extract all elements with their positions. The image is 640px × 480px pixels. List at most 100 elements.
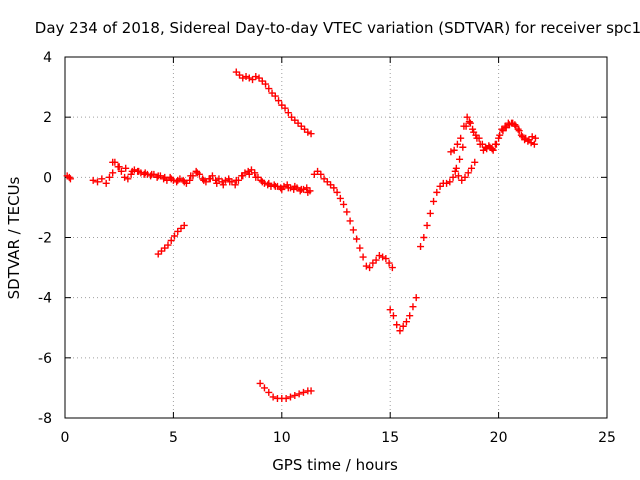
data-point: [304, 188, 312, 196]
data-point: [186, 176, 194, 184]
data-point: [256, 379, 264, 387]
data-point: [260, 384, 268, 392]
data-point: [265, 388, 273, 396]
data-point: [396, 327, 404, 335]
x-tick-label: 15: [381, 430, 399, 446]
data-point: [402, 318, 410, 326]
data-point: [180, 221, 188, 229]
data-point: [94, 178, 102, 186]
series-11: [451, 158, 479, 184]
data-point: [389, 312, 397, 320]
data-point: [359, 253, 367, 261]
data-point: [409, 303, 417, 311]
data-point: [135, 167, 143, 175]
series-5: [232, 68, 315, 138]
series-1: [63, 172, 74, 183]
data-point: [460, 122, 468, 130]
y-tick-label: -4: [38, 291, 52, 307]
data-point: [346, 217, 354, 225]
data-point: [531, 134, 539, 142]
data-point: [304, 128, 312, 136]
data-point: [382, 255, 390, 263]
data-point: [461, 173, 469, 181]
data-point: [239, 172, 247, 180]
data-point: [528, 133, 536, 141]
data-point: [459, 143, 467, 151]
data-point: [154, 172, 162, 180]
data-point: [297, 185, 305, 193]
data-point: [187, 172, 195, 180]
data-point: [492, 140, 500, 148]
data-point: [269, 393, 277, 401]
data-point: [296, 187, 304, 195]
data-point: [258, 178, 266, 186]
data-point: [446, 178, 454, 186]
data-point: [430, 197, 438, 205]
data-point: [291, 182, 299, 190]
data-point: [385, 259, 393, 267]
data-point: [291, 391, 299, 399]
data-point: [252, 73, 260, 81]
data-point: [522, 134, 530, 142]
data-point: [121, 173, 129, 181]
data-point: [515, 127, 523, 135]
data-point: [167, 175, 175, 183]
data-point: [471, 158, 479, 166]
data-point: [117, 167, 125, 175]
data-point: [252, 173, 260, 181]
data-point: [406, 312, 414, 320]
data-point: [505, 121, 513, 129]
data-point: [330, 184, 338, 192]
data-point: [464, 169, 472, 177]
y-tick-label: -8: [38, 411, 52, 427]
data-point: [128, 167, 136, 175]
data-point: [317, 170, 325, 178]
data-point: [271, 92, 279, 100]
data-point: [115, 163, 123, 171]
data-point: [362, 262, 370, 270]
data-point: [433, 188, 441, 196]
data-point: [282, 394, 290, 402]
data-point: [264, 181, 272, 189]
y-tick-labels: -8 -6 -4 -2 0 2 4: [38, 50, 52, 427]
y-tick-label: 2: [43, 110, 52, 126]
data-point: [417, 243, 425, 251]
data-point: [349, 226, 357, 234]
data-point: [473, 134, 481, 142]
data-point: [231, 181, 239, 189]
data-point: [379, 253, 387, 261]
data-point: [468, 164, 475, 172]
data-point: [270, 181, 278, 189]
data-point: [160, 175, 168, 183]
data-point: [109, 169, 117, 177]
data-point: [193, 169, 201, 177]
data-point: [232, 176, 240, 184]
data-point: [262, 80, 270, 88]
x-axis-label: GPS time / hours: [272, 456, 398, 474]
data-point: [239, 74, 247, 82]
data-point: [65, 173, 73, 181]
data-point: [356, 244, 364, 252]
data-point: [153, 173, 161, 181]
data-point: [180, 178, 188, 186]
data-point: [242, 73, 250, 81]
data-point: [245, 170, 253, 178]
data-point: [295, 390, 303, 398]
data-point: [423, 221, 431, 229]
data-point: [366, 264, 374, 272]
data-point: [449, 173, 457, 181]
data-point: [89, 176, 97, 184]
data-point: [463, 113, 471, 121]
data-point: [286, 393, 294, 401]
plot-frame: [64, 56, 608, 419]
series-10: [447, 113, 539, 156]
data-point: [454, 172, 462, 180]
data-points: [63, 68, 539, 402]
data-point: [483, 145, 491, 153]
data-point: [340, 200, 348, 208]
grid-lines: [65, 57, 607, 418]
data-point: [447, 148, 455, 156]
y-tick-label: 0: [43, 170, 52, 186]
data-point: [420, 234, 428, 241]
x-tick-labels: 0 5 10 15 20 25: [61, 430, 616, 446]
